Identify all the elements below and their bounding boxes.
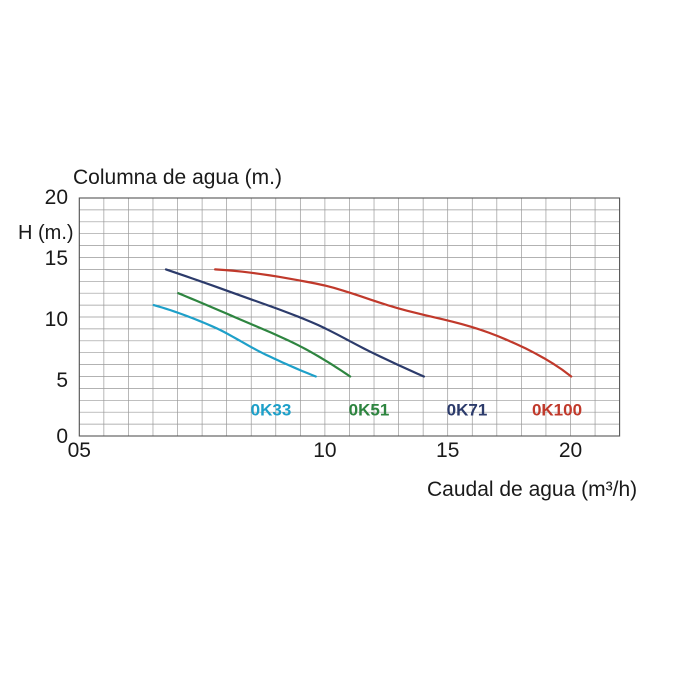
svg-text:15: 15 xyxy=(45,247,68,270)
svg-text:0: 0 xyxy=(56,425,68,448)
svg-text:20: 20 xyxy=(45,186,68,209)
svg-text:10: 10 xyxy=(313,439,336,462)
svg-text:05: 05 xyxy=(68,439,91,462)
svg-text:5: 5 xyxy=(56,369,68,392)
svg-text:0K71: 0K71 xyxy=(447,401,488,420)
svg-text:0K33: 0K33 xyxy=(251,401,292,420)
svg-text:20: 20 xyxy=(559,439,582,462)
svg-text:0K51: 0K51 xyxy=(349,401,390,420)
svg-text:0K100: 0K100 xyxy=(532,401,582,420)
svg-text:15: 15 xyxy=(436,439,459,462)
svg-text:10: 10 xyxy=(45,308,68,331)
